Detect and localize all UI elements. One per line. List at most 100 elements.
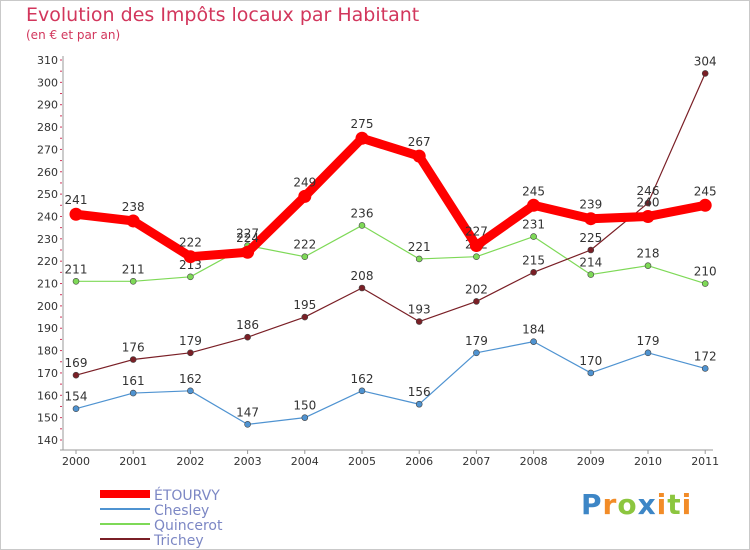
- data-point-trichey: [530, 269, 537, 276]
- y-tick-label: 300: [37, 76, 58, 89]
- y-tick-label: 290: [37, 99, 58, 112]
- legend-swatch-trichey: [100, 538, 150, 540]
- data-label-etourvy: 249: [293, 175, 316, 189]
- data-label-trichey: 304: [694, 54, 717, 68]
- logo-letter: t: [667, 488, 682, 521]
- chart-title: Evolution des Impôts locaux par Habitant: [26, 4, 420, 26]
- data-label-quincerot: 222: [293, 238, 316, 252]
- x-tick-label: 2003: [234, 455, 262, 468]
- data-point-chesley: [473, 349, 480, 357]
- data-label-quincerot: 231: [522, 218, 545, 232]
- y-tick-label: 140: [37, 434, 58, 447]
- data-point-trichey: [244, 333, 251, 341]
- data-point-quincerot: [644, 262, 652, 269]
- data-point-etourvy: [641, 209, 655, 223]
- series-line-chesley: [75, 341, 706, 425]
- data-label-etourvy: 275: [351, 117, 374, 131]
- series-line-trichey: [75, 72, 706, 376]
- data-label-chesley: 162: [351, 372, 374, 386]
- proxiti-logo: Proxiti: [581, 488, 692, 521]
- y-tick-label: 210: [37, 278, 58, 291]
- data-point-chesley: [244, 421, 251, 428]
- legend-label-trichey: Trichey: [154, 533, 204, 549]
- data-point-etourvy: [698, 198, 712, 212]
- legend-label-chesley: Chesley: [154, 503, 210, 519]
- data-label-chesley: 179: [465, 334, 488, 348]
- data-label-etourvy: 240: [637, 195, 660, 209]
- y-tick-label: 280: [37, 121, 58, 134]
- chart-subtitle: (en € et par an): [26, 28, 121, 42]
- data-label-trichey: 246: [637, 184, 660, 198]
- data-label-etourvy: 222: [179, 236, 202, 250]
- data-label-quincerot: 211: [65, 262, 88, 276]
- data-point-quincerot: [473, 253, 480, 261]
- data-point-trichey: [129, 356, 137, 363]
- data-point-etourvy: [298, 189, 312, 203]
- data-label-etourvy: 241: [65, 193, 88, 207]
- data-label-chesley: 179: [637, 334, 660, 348]
- data-point-etourvy: [412, 149, 426, 163]
- data-point-quincerot: [530, 233, 537, 240]
- x-tick-label: 2001: [119, 455, 147, 468]
- y-tick-label: 270: [37, 143, 58, 156]
- legend-label-etourvy: ÉTOURVY: [154, 488, 220, 504]
- data-point-quincerot: [701, 280, 709, 287]
- data-label-chesley: 184: [522, 323, 545, 337]
- data-point-trichey: [415, 318, 423, 325]
- x-tick-label: 2009: [577, 455, 605, 468]
- data-point-trichey: [301, 313, 309, 321]
- y-tick-label: 190: [37, 322, 58, 335]
- data-label-chesley: 150: [293, 399, 316, 413]
- legend-swatch-quincerot: [100, 523, 150, 525]
- legend-swatch-etourvy: [100, 490, 150, 498]
- data-label-quincerot: 221: [408, 240, 431, 254]
- y-tick-label: 240: [37, 210, 58, 223]
- data-label-trichey: 195: [293, 298, 316, 312]
- data-label-etourvy: 245: [522, 184, 545, 198]
- data-label-chesley: 170: [579, 354, 602, 368]
- data-label-quincerot: 218: [637, 247, 660, 261]
- logo-letter: i: [681, 488, 693, 521]
- data-point-quincerot: [587, 271, 595, 278]
- data-point-trichey: [587, 246, 595, 254]
- data-label-chesley: 161: [122, 374, 145, 388]
- data-point-trichey: [72, 371, 80, 379]
- x-tick-label: 2010: [634, 455, 662, 468]
- x-tick-label: 2006: [405, 455, 433, 468]
- data-label-etourvy: 227: [465, 225, 488, 239]
- y-tick-label: 160: [37, 389, 58, 402]
- data-label-chesley: 147: [236, 405, 259, 419]
- data-point-quincerot: [415, 255, 423, 263]
- data-point-trichey: [701, 70, 709, 77]
- data-point-chesley: [72, 405, 80, 413]
- y-tick-label: 180: [37, 345, 58, 358]
- data-point-trichey: [358, 284, 366, 292]
- data-label-trichey: 186: [236, 318, 259, 332]
- y-tick-label: 150: [37, 412, 58, 425]
- data-label-trichey: 225: [579, 231, 602, 245]
- series-line-quincerot: [75, 224, 706, 285]
- data-point-etourvy: [69, 207, 83, 221]
- data-label-etourvy: 245: [694, 184, 717, 198]
- data-point-trichey: [473, 298, 480, 305]
- data-point-etourvy: [241, 245, 255, 259]
- y-tick-label: 230: [37, 233, 58, 246]
- legend-label-quincerot: Quincerot: [154, 518, 223, 534]
- data-label-chesley: 172: [694, 349, 717, 363]
- logo-letter: P: [581, 488, 603, 521]
- data-point-quincerot: [129, 277, 137, 285]
- data-point-quincerot: [72, 277, 80, 285]
- data-label-trichey: 193: [408, 303, 431, 317]
- data-point-chesley: [644, 349, 652, 357]
- data-label-trichey: 208: [351, 269, 374, 283]
- data-label-chesley: 162: [179, 372, 202, 386]
- data-point-etourvy: [469, 239, 483, 253]
- x-tick-label: 2000: [62, 455, 90, 468]
- data-point-etourvy: [183, 250, 197, 264]
- data-label-etourvy: 224: [236, 231, 259, 245]
- data-label-quincerot: 214: [579, 256, 602, 270]
- data-point-chesley: [358, 387, 366, 395]
- y-tick-label: 310: [37, 54, 58, 67]
- data-point-chesley: [530, 338, 537, 345]
